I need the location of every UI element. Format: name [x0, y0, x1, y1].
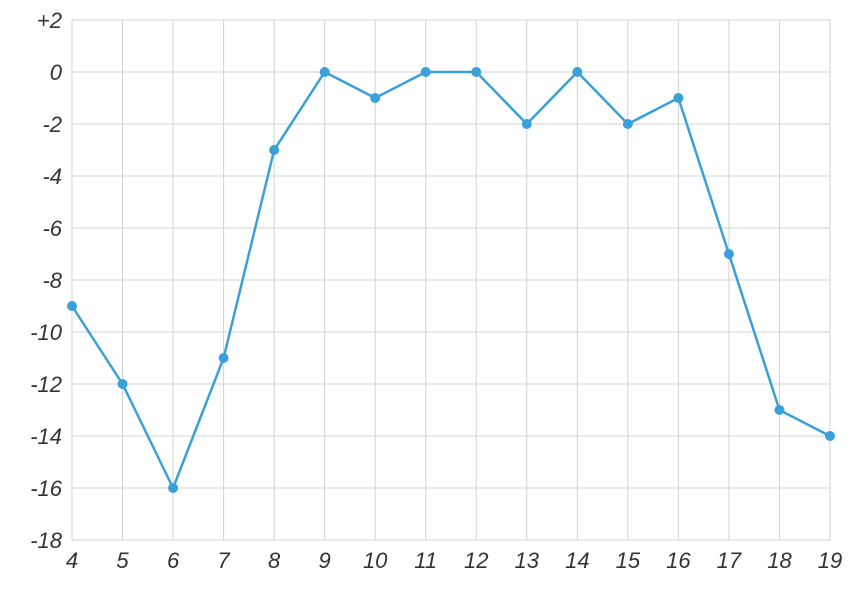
y-axis-label: 0 — [50, 60, 62, 86]
y-axis-label: -14 — [30, 424, 62, 450]
x-axis-label: 19 — [790, 548, 850, 574]
y-axis-label: -16 — [30, 476, 62, 502]
y-axis-label: -2 — [42, 112, 62, 138]
y-axis-label: -8 — [42, 268, 62, 294]
y-axis-label: +2 — [37, 8, 62, 34]
line-chart: +20-2-4-6-8-10-12-14-16-1845678910111213… — [0, 0, 850, 590]
y-axis-label: -12 — [30, 372, 62, 398]
y-axis-label: -4 — [42, 164, 62, 190]
y-axis-label: -10 — [30, 320, 62, 346]
chart-svg — [0, 0, 850, 590]
y-axis-label: -6 — [42, 216, 62, 242]
